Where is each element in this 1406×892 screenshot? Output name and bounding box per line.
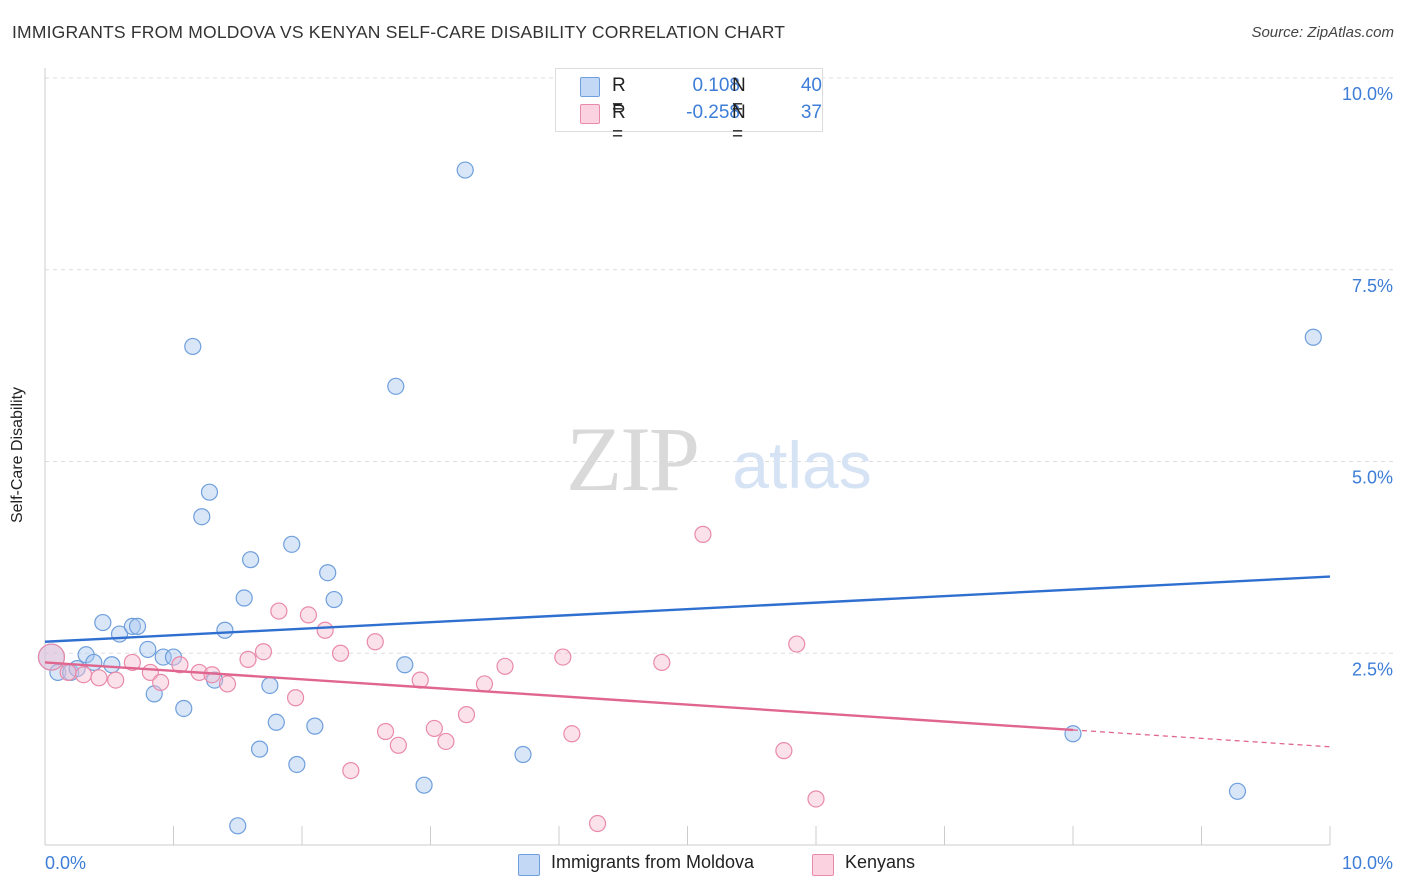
point-moldova <box>325 590 343 609</box>
point-moldova <box>1228 782 1247 800</box>
n-label: N = <box>732 102 746 145</box>
point-kenyans <box>123 653 141 672</box>
swatch-moldova <box>580 77 600 97</box>
point-kenyans <box>425 719 443 738</box>
point-kenyans <box>218 675 237 693</box>
trend-line-kenyans <box>44 661 1074 732</box>
source-label: Source: ZipAtlas.com <box>1251 24 1394 41</box>
point-moldova <box>283 535 301 553</box>
legend-label-moldova: Immigrants from Moldova <box>551 852 755 872</box>
point-kenyans <box>588 814 607 833</box>
tick-labels: 2.5% 5.0% 7.5% 10.0% 0.0% 10.0% <box>45 84 1393 873</box>
point-kenyans <box>496 657 514 675</box>
point-kenyans <box>457 706 476 724</box>
point-moldova <box>387 377 405 395</box>
point-kenyans <box>389 736 407 754</box>
point-kenyans <box>107 671 125 689</box>
point-moldova <box>456 161 474 179</box>
point-kenyans <box>788 635 806 653</box>
point-kenyans <box>171 656 189 674</box>
point-moldova <box>229 817 247 835</box>
point-moldova <box>200 483 219 501</box>
point-kenyans <box>475 675 494 693</box>
y-tick-label: 7.5% <box>1352 276 1393 296</box>
point-moldova <box>94 613 112 632</box>
r-value: 0.108 <box>692 75 740 96</box>
point-moldova <box>514 745 532 764</box>
trend-lines <box>44 575 1331 748</box>
point-kenyans <box>316 621 334 639</box>
point-kenyans <box>37 643 66 671</box>
point-moldova <box>306 717 324 735</box>
point-kenyans <box>554 648 572 666</box>
point-moldova <box>128 617 147 636</box>
point-moldova <box>319 564 337 582</box>
y-tick-label: 5.0% <box>1352 468 1393 488</box>
point-moldova <box>175 699 193 718</box>
point-kenyans <box>270 602 288 620</box>
r-value: -0.258 <box>686 102 740 123</box>
point-moldova <box>235 589 253 607</box>
point-kenyans <box>376 722 395 741</box>
n-value: 40 <box>800 75 822 96</box>
point-moldova <box>261 676 279 695</box>
point-moldova <box>415 776 433 794</box>
point-kenyans <box>286 689 305 707</box>
point-moldova <box>193 508 211 526</box>
point-moldova <box>216 621 234 639</box>
point-kenyans <box>90 669 108 687</box>
y-tick-label: 10.0% <box>1342 84 1393 104</box>
point-kenyans <box>653 653 671 672</box>
point-kenyans <box>563 725 581 743</box>
point-moldova <box>250 740 269 758</box>
r-label: R = <box>612 102 626 145</box>
point-moldova <box>184 337 202 356</box>
point-moldova <box>103 656 121 674</box>
point-kenyans <box>59 663 77 682</box>
point-moldova <box>396 656 414 674</box>
point-kenyans <box>807 790 825 808</box>
point-kenyans <box>437 732 455 751</box>
legend-swatch-moldova <box>518 854 540 876</box>
point-kenyans <box>775 742 793 760</box>
n-label: N = <box>732 75 746 118</box>
y-tick-label: 2.5% <box>1352 659 1393 679</box>
point-moldova <box>1304 328 1322 346</box>
chart-title: IMMIGRANTS FROM MOLDOVA VS KENYAN SELF-C… <box>12 22 786 42</box>
point-kenyans <box>299 606 318 624</box>
point-kenyans <box>694 525 712 543</box>
watermark: ZIP atlas <box>566 408 872 510</box>
legend-swatch-kenyans <box>812 854 834 876</box>
point-kenyans <box>254 643 273 661</box>
point-kenyans <box>342 762 360 780</box>
point-moldova <box>1064 725 1082 743</box>
axes <box>44 68 1331 846</box>
point-kenyans <box>152 673 170 691</box>
trend-line-moldova <box>44 575 1331 643</box>
x-tick-label: 10.0% <box>1342 853 1393 873</box>
stats-legend: R = 0.108 N = 40 R = -0.258 N = 37 <box>555 68 823 145</box>
n-value: 37 <box>800 102 822 123</box>
legend-label-kenyans: Kenyans <box>845 852 916 872</box>
watermark-atlas: atlas <box>732 428 871 502</box>
point-kenyans <box>239 650 257 668</box>
trend-line-kenyans-extension <box>1072 729 1331 748</box>
point-moldova <box>242 551 260 569</box>
point-moldova <box>288 755 306 774</box>
data-points <box>37 161 1322 835</box>
r-label: R = <box>612 75 626 118</box>
point-moldova <box>139 640 157 659</box>
point-moldova <box>267 713 285 731</box>
watermark-zip: ZIP <box>566 408 698 510</box>
point-kenyans <box>366 633 384 651</box>
point-kenyans <box>74 666 93 684</box>
point-kenyans <box>331 644 350 662</box>
x-tick-label: 0.0% <box>45 853 86 873</box>
swatch-kenyans <box>580 104 600 124</box>
point-moldova <box>123 617 141 636</box>
